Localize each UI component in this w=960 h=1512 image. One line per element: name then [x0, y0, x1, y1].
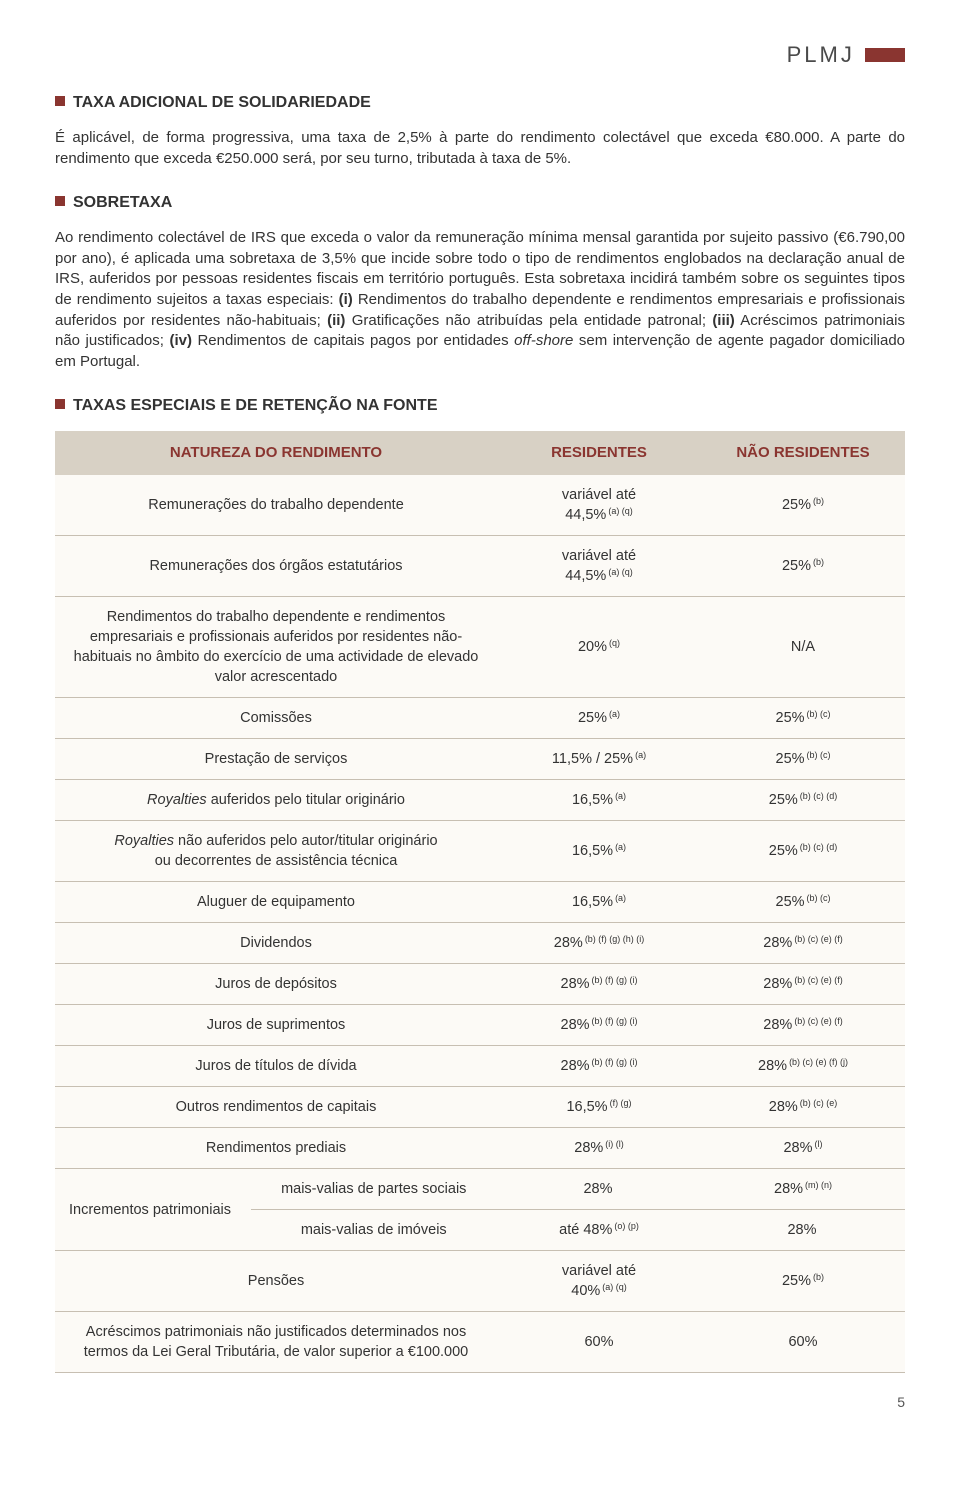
- cell-sub-label: mais-valias de partes sociais: [251, 1169, 498, 1210]
- table-row: Juros de depósitos28%(b) (f) (g) (i)28%(…: [55, 964, 905, 1005]
- table-row: Prestação de serviços11,5% / 25%(a)25%(b…: [55, 739, 905, 780]
- table-row: Rendimentos do trabalho dependente e ren…: [55, 597, 905, 698]
- table-row: Rendimentos prediais28%(i) (l)28%(l): [55, 1128, 905, 1169]
- cell-nonresidents: 28%(b) (c) (e): [701, 1087, 905, 1128]
- cell-residents: 20%(q): [497, 597, 701, 698]
- cell-label: Rendimentos do trabalho dependente e ren…: [55, 597, 497, 698]
- cell-residents: 16,5%(a): [497, 780, 701, 821]
- cell-nonresidents: 28%(m) (n): [701, 1169, 905, 1210]
- cell-nonresidents: N/A: [701, 597, 905, 698]
- cell-nonresidents: 25%(b) (c): [701, 882, 905, 923]
- table-row: Comissões25%(a)25%(b) (c): [55, 698, 905, 739]
- cell-nonresidents: 28%(l): [701, 1128, 905, 1169]
- cell-label: Juros de suprimentos: [55, 1005, 497, 1046]
- enum-iv: (iv): [169, 332, 192, 349]
- cell-nonresidents: 60%: [701, 1312, 905, 1373]
- header-bar: PLMJ: [55, 40, 905, 70]
- table-row: Juros de suprimentos28%(b) (f) (g) (i)28…: [55, 1005, 905, 1046]
- cell-nonresidents: 25%(b) (c) (d): [701, 821, 905, 882]
- cell-residents: 28%(b) (f) (g) (h) (i): [497, 923, 701, 964]
- cell-nonresidents: 25%(b) (c): [701, 698, 905, 739]
- table-row: Dividendos28%(b) (f) (g) (h) (i)28%(b) (…: [55, 923, 905, 964]
- text: Rendimentos de capitais pagos por entida…: [192, 332, 514, 349]
- enum-i: (i): [339, 291, 353, 308]
- cell-nonresidents: 28%: [701, 1210, 905, 1251]
- bullet-icon: [55, 399, 65, 409]
- cell-residents: variável até 40%(a) (q): [497, 1251, 701, 1312]
- enum-ii: (ii): [327, 312, 345, 329]
- cell-residents: variável até44,5%(a) (q): [497, 536, 701, 597]
- cell-label: Remunerações dos órgãos estatutários: [55, 536, 497, 597]
- text: Gratificações não atribuídas pela entida…: [345, 312, 712, 329]
- cell-residents: 28%(b) (f) (g) (i): [497, 1046, 701, 1087]
- table-row-pensions: Pensões variável até 40%(a) (q) 25%(b): [55, 1251, 905, 1312]
- section-title-taxas: TAXAS ESPECIAIS E DE RETENÇÃO NA FONTE: [55, 395, 905, 417]
- table-row: Juros de títulos de dívida28%(b) (f) (g)…: [55, 1046, 905, 1087]
- col-header-nature: NATUREZA DO RENDIMENTO: [55, 431, 497, 476]
- cell-residents: 16,5%(a): [497, 821, 701, 882]
- tax-table: NATUREZA DO RENDIMENTO RESIDENTES NÃO RE…: [55, 431, 905, 1374]
- cell-label: Royalties não auferidos pelo autor/titul…: [55, 821, 497, 882]
- cell-nonresidents: 25%(b): [701, 536, 905, 597]
- section-title-text: TAXAS ESPECIAIS E DE RETENÇÃO NA FONTE: [73, 397, 437, 414]
- table-row-increments-1: Incrementos patrimoniais mais-valias de …: [55, 1169, 905, 1210]
- cell-label: Rendimentos prediais: [55, 1128, 497, 1169]
- cell-nonresidents: 28%(b) (c) (e) (f): [701, 1005, 905, 1046]
- cell-residents: 25%(a): [497, 698, 701, 739]
- logo-mark: [865, 48, 905, 62]
- cell-label: Remunerações do trabalho dependente: [55, 475, 497, 536]
- cell-label: Acréscimos patrimoniais não justificados…: [55, 1312, 497, 1373]
- table-row: Royalties não auferidos pelo autor/titul…: [55, 821, 905, 882]
- cell-nonresidents: 25%(b) (c) (d): [701, 780, 905, 821]
- enum-iii: (iii): [712, 312, 735, 329]
- table-row: Remunerações dos órgãos estatutáriosvari…: [55, 536, 905, 597]
- paragraph-sobretaxa: Ao rendimento colectável de IRS que exce…: [55, 228, 905, 373]
- page-number: 5: [55, 1393, 905, 1412]
- cell-nonresidents: 28%(b) (c) (e) (f) (j): [701, 1046, 905, 1087]
- cell-label: Prestação de serviços: [55, 739, 497, 780]
- section-title-text: SOBRETAXA: [73, 194, 172, 211]
- section-title-solidariedade: TAXA ADICIONAL DE SOLIDARIEDADE: [55, 92, 905, 114]
- cell-label: Juros de títulos de dívida: [55, 1046, 497, 1087]
- cell-nonresidents: 25%(b): [701, 1251, 905, 1312]
- cell-residents: 28%: [497, 1169, 701, 1210]
- table-row: Outros rendimentos de capitais16,5%(f) (…: [55, 1087, 905, 1128]
- cell-residents: 11,5% / 25%(a): [497, 739, 701, 780]
- italic-term: off-shore: [514, 332, 573, 349]
- cell-residents: variável até44,5%(a) (q): [497, 475, 701, 536]
- cell-label: Pensões: [55, 1251, 497, 1312]
- cell-nonresidents: 28%(b) (c) (e) (f): [701, 964, 905, 1005]
- cell-label: Dividendos: [55, 923, 497, 964]
- cell-residents: 28%(b) (f) (g) (i): [497, 1005, 701, 1046]
- section-title-text: TAXA ADICIONAL DE SOLIDARIEDADE: [73, 94, 371, 111]
- table-row: Remunerações do trabalho dependentevariá…: [55, 475, 905, 536]
- cell-residents: 16,5%(f) (g): [497, 1087, 701, 1128]
- cell-group-label: Incrementos patrimoniais: [55, 1169, 251, 1251]
- col-header-residents: RESIDENTES: [497, 431, 701, 476]
- bullet-icon: [55, 196, 65, 206]
- table-row-last: Acréscimos patrimoniais não justificados…: [55, 1312, 905, 1373]
- cell-label: Royalties auferidos pelo titular originá…: [55, 780, 497, 821]
- cell-label: Aluguer de equipamento: [55, 882, 497, 923]
- section-title-sobretaxa: SOBRETAXA: [55, 192, 905, 214]
- cell-residents: 28%(i) (l): [497, 1128, 701, 1169]
- logo-text: PLMJ: [787, 40, 855, 70]
- cell-label: Outros rendimentos de capitais: [55, 1087, 497, 1128]
- cell-residents: 60%: [497, 1312, 701, 1373]
- cell-nonresidents: 28%(b) (c) (e) (f): [701, 923, 905, 964]
- cell-residents: até 48%(o) (p): [497, 1210, 701, 1251]
- col-header-nonresidents: NÃO RESIDENTES: [701, 431, 905, 476]
- cell-residents: 28%(b) (f) (g) (i): [497, 964, 701, 1005]
- table-row: Royalties auferidos pelo titular originá…: [55, 780, 905, 821]
- cell-nonresidents: 25%(b): [701, 475, 905, 536]
- cell-label: Juros de depósitos: [55, 964, 497, 1005]
- cell-sub-label: mais-valias de imóveis: [251, 1210, 498, 1251]
- cell-label: Comissões: [55, 698, 497, 739]
- paragraph-solidariedade: É aplicável, de forma progressiva, uma t…: [55, 128, 905, 169]
- cell-residents: 16,5%(a): [497, 882, 701, 923]
- bullet-icon: [55, 96, 65, 106]
- cell-nonresidents: 25%(b) (c): [701, 739, 905, 780]
- table-header-row: NATUREZA DO RENDIMENTO RESIDENTES NÃO RE…: [55, 431, 905, 476]
- table-row: Aluguer de equipamento16,5%(a)25%(b) (c): [55, 882, 905, 923]
